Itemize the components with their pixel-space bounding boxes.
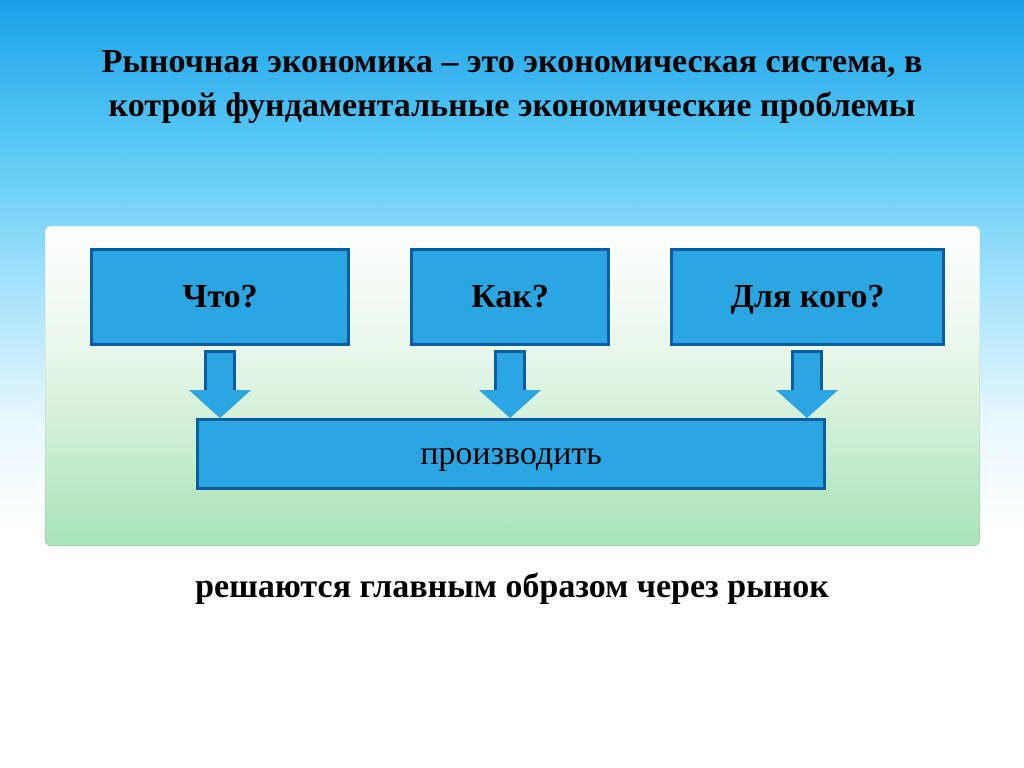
produce-label: производить <box>420 435 602 473</box>
slide: Рыночная экономика – это экономическая с… <box>0 0 1024 768</box>
arrow-shaft <box>791 350 823 390</box>
arrow-shaft <box>204 350 236 390</box>
arrow-head <box>776 390 838 418</box>
arrow-head <box>189 390 251 418</box>
question-box-what: Что? <box>90 248 350 346</box>
question-label: Для кого? <box>730 278 884 316</box>
bottom-text: решаются главным образом через рынок <box>60 568 964 606</box>
slide-title: Рыночная экономика – это экономическая с… <box>60 40 964 128</box>
question-box-for-whom: Для кого? <box>670 248 945 346</box>
question-label: Как? <box>471 278 549 316</box>
arrow-head <box>479 390 541 418</box>
question-label: Что? <box>182 278 257 316</box>
question-box-how: Как? <box>410 248 610 346</box>
arrow-shaft <box>494 350 526 390</box>
produce-box: производить <box>196 418 826 490</box>
